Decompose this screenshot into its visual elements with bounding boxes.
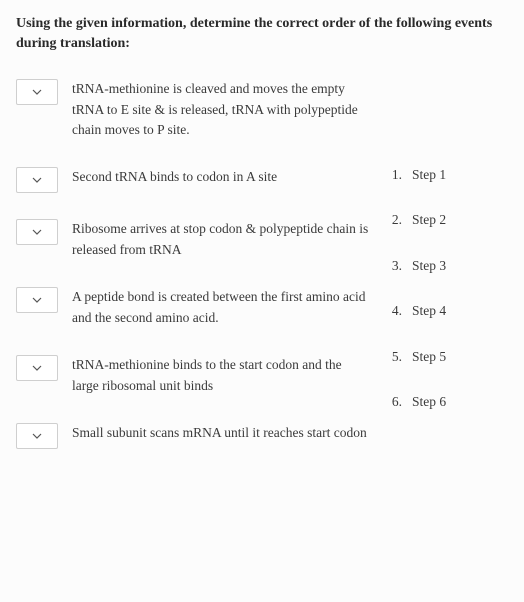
step-label: Step 5 [412, 347, 446, 367]
step-label: Step 1 [412, 165, 446, 185]
step-selector[interactable] [16, 287, 58, 313]
step-label: Step 3 [412, 256, 446, 276]
step-number: 6. [388, 392, 402, 412]
chevron-down-icon [32, 177, 42, 183]
match-item: A peptide bond is created between the fi… [16, 287, 370, 329]
chevron-down-icon [32, 297, 42, 303]
match-item: Ribosome arrives at stop codon & polypep… [16, 219, 370, 261]
step-number: 4. [388, 301, 402, 321]
step-selector[interactable] [16, 219, 58, 245]
step-row: 6. Step 6 [388, 392, 508, 412]
step-number: 2. [388, 210, 402, 230]
match-item: Second tRNA binds to codon in A site [16, 167, 370, 193]
item-text: tRNA-methionine binds to the start codon… [72, 355, 370, 397]
steps-column: 1. Step 1 2. Step 2 3. Step 3 4. Step 4 … [388, 79, 508, 475]
chevron-down-icon [32, 433, 42, 439]
step-row: 5. Step 5 [388, 347, 508, 367]
items-column: tRNA-methionine is cleaved and moves the… [16, 79, 370, 475]
step-number: 5. [388, 347, 402, 367]
chevron-down-icon [32, 365, 42, 371]
match-item: tRNA-methionine binds to the start codon… [16, 355, 370, 397]
item-text: tRNA-methionine is cleaved and moves the… [72, 79, 370, 142]
step-label: Step 6 [412, 392, 446, 412]
step-selector[interactable] [16, 79, 58, 105]
question-prompt: Using the given information, determine t… [16, 14, 508, 55]
item-text: Small subunit scans mRNA until it reache… [72, 423, 370, 444]
step-label: Step 2 [412, 210, 446, 230]
item-text: Second tRNA binds to codon in A site [72, 167, 370, 188]
step-row: 4. Step 4 [388, 301, 508, 321]
step-label: Step 4 [412, 301, 446, 321]
step-selector[interactable] [16, 167, 58, 193]
match-item: Small subunit scans mRNA until it reache… [16, 423, 370, 449]
step-row: 1. Step 1 [388, 165, 508, 185]
step-row: 2. Step 2 [388, 210, 508, 230]
step-number: 1. [388, 165, 402, 185]
step-row: 3. Step 3 [388, 256, 508, 276]
step-selector[interactable] [16, 423, 58, 449]
chevron-down-icon [32, 89, 42, 95]
step-number: 3. [388, 256, 402, 276]
chevron-down-icon [32, 229, 42, 235]
item-text: Ribosome arrives at stop codon & polypep… [72, 219, 370, 261]
main-layout: tRNA-methionine is cleaved and moves the… [16, 79, 508, 475]
item-text: A peptide bond is created between the fi… [72, 287, 370, 329]
match-item: tRNA-methionine is cleaved and moves the… [16, 79, 370, 142]
step-selector[interactable] [16, 355, 58, 381]
